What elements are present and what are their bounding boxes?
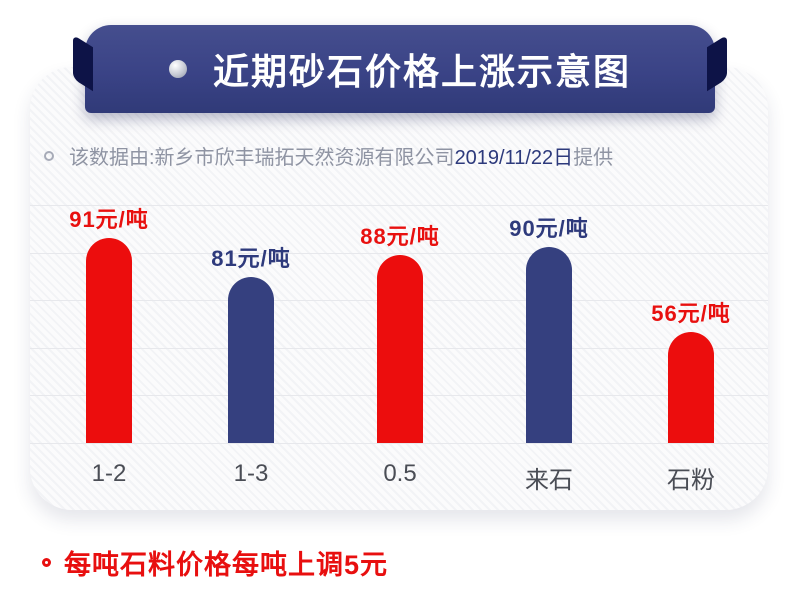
page-title: 近期砂石价格上涨示意图 [212,51,631,92]
footer-note-row: 每吨石料价格每吨上调5元 [42,543,388,582]
price-label-0.5: 88元/吨 [360,224,440,249]
footer-note-text: 每吨石料价格每吨上调5元 [64,550,389,580]
circle-bullet-icon [42,558,51,567]
circle-bullet-icon [44,150,54,161]
data-source-suffix: 提供 [573,147,614,169]
bar-1-2 [86,238,132,443]
data-source-prefix: 该数据由:新乡市欣丰瑞拓天然资源有限公司 [69,147,455,169]
bar-来石 [526,247,572,443]
gridline-5 [30,443,768,444]
x-axis-label-1-2: 1-2 [91,460,127,487]
price-label-石粉: 56元/吨 [651,301,731,326]
chart-card: 该数据由:新乡市欣丰瑞拓天然资源有限公司2019/11/22日提供 91元/吨 1… [30,67,768,510]
sphere-bullet-icon [168,60,187,78]
bar-0.5 [377,255,423,443]
x-axis-label-石粉: 石粉 [667,467,715,494]
x-axis-label-来石: 来石 [525,467,573,494]
price-label-1-3: 81元/吨 [211,246,291,271]
x-axis-label-1-3: 1-3 [233,460,269,487]
title-banner: 近期砂石价格上涨示意图 [85,25,715,113]
bar-石粉 [668,332,714,443]
gridline-1 [30,252,768,254]
data-source-text: 该数据由:新乡市欣丰瑞拓天然资源有限公司2019/11/22日提供 [69,141,613,170]
data-source-date: 2019/11/22日 [454,147,574,169]
x-axis-label-0.5: 0.5 [383,460,417,487]
bar-1-3 [228,277,274,443]
gridline-0 [30,205,768,206]
data-source-note: 该数据由:新乡市欣丰瑞拓天然资源有限公司2019/11/22日提供 [44,141,613,170]
price-label-1-2: 91元/吨 [69,207,149,232]
price-label-来石: 90元/吨 [509,216,589,241]
